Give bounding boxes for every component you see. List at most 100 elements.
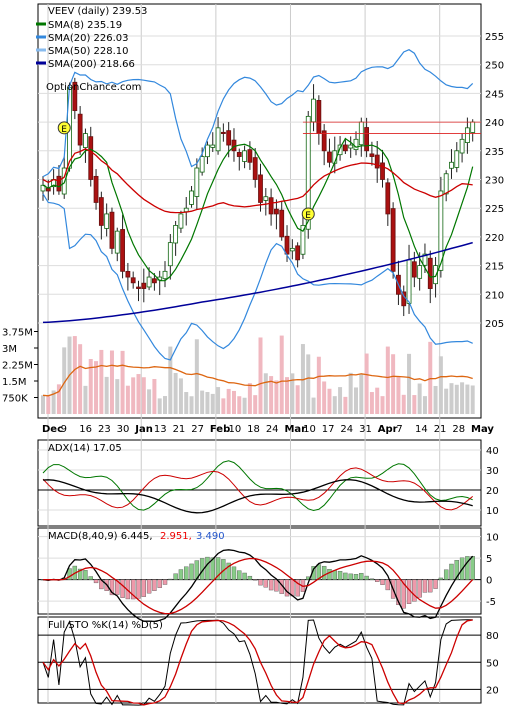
macd-histogram-bar bbox=[242, 572, 247, 580]
macd-histogram-bar bbox=[120, 579, 125, 598]
macd-histogram-bar bbox=[226, 562, 231, 580]
volume-bar bbox=[359, 374, 364, 414]
candle-body bbox=[263, 196, 269, 201]
bollinger-lower-line bbox=[42, 193, 473, 361]
volume-bar bbox=[385, 346, 390, 414]
macd-histogram-bar bbox=[162, 579, 168, 585]
volume-bar bbox=[391, 354, 396, 414]
sma200-line bbox=[42, 241, 473, 324]
date-tick-label: 17 bbox=[322, 424, 335, 435]
macd-histogram-bar bbox=[268, 579, 274, 591]
adx-tick-label: 10 bbox=[486, 506, 499, 517]
volume-bar bbox=[306, 354, 311, 414]
volume-bar bbox=[300, 344, 305, 414]
candle-body bbox=[104, 213, 110, 229]
date-tick-label: 18 bbox=[247, 424, 260, 435]
volume-bar bbox=[115, 379, 120, 414]
volume-bar bbox=[216, 387, 221, 414]
volume-bar bbox=[279, 335, 284, 414]
macd-histogram-bar bbox=[353, 574, 359, 580]
macd-histogram-bar bbox=[295, 579, 300, 597]
volume-bar bbox=[194, 339, 199, 414]
macd-histogram-bar bbox=[332, 570, 337, 580]
volume-bar bbox=[322, 381, 327, 414]
date-tick-label: 30 bbox=[117, 424, 130, 435]
panel-frame-sto bbox=[37, 616, 482, 704]
candle-body bbox=[114, 230, 120, 254]
volume-bar bbox=[72, 336, 77, 414]
candle-body bbox=[141, 282, 147, 289]
volume-bar bbox=[56, 384, 61, 414]
macd-histogram-bar bbox=[178, 569, 184, 580]
macd-histogram-bar bbox=[422, 579, 428, 593]
volume-bar bbox=[168, 346, 173, 414]
volume-bar bbox=[78, 344, 83, 414]
candle-body bbox=[162, 270, 168, 280]
volume-bar bbox=[444, 388, 449, 414]
volume-bar bbox=[269, 376, 274, 414]
volume-bar bbox=[136, 374, 141, 414]
date-tick-label: 14 bbox=[415, 424, 428, 435]
sma8-line bbox=[42, 137, 474, 282]
macd-histogram-bar bbox=[449, 563, 454, 580]
date-tick-label: 27 bbox=[191, 424, 204, 435]
candle-body bbox=[252, 157, 258, 180]
macd-signal-line bbox=[42, 557, 474, 615]
volume-bar bbox=[163, 396, 168, 414]
volume-tick-label: 2.25M bbox=[2, 361, 33, 372]
volume-bar bbox=[327, 388, 332, 414]
volume-bar bbox=[369, 392, 374, 414]
price-tick-label: 240 bbox=[485, 118, 504, 129]
sto-d-line bbox=[42, 619, 473, 706]
date-tick-label: 28 bbox=[452, 424, 465, 435]
adx-tick-label: 30 bbox=[486, 466, 499, 477]
candle-body bbox=[173, 225, 179, 244]
candle-body bbox=[327, 151, 332, 163]
macd-histogram-bar bbox=[428, 579, 433, 593]
candle-body bbox=[125, 270, 131, 278]
volume-bar bbox=[237, 396, 242, 414]
macd-histogram-bar bbox=[141, 579, 146, 597]
volume-bar bbox=[125, 385, 130, 414]
volume-bar bbox=[353, 387, 358, 414]
macd-histogram-bar bbox=[401, 579, 406, 609]
volume-bar bbox=[221, 398, 226, 414]
volume-bar bbox=[131, 377, 136, 414]
volume-bar bbox=[375, 387, 380, 414]
panel-frame-macd bbox=[37, 527, 482, 615]
macd-histogram-bar bbox=[93, 579, 99, 584]
volume-bar bbox=[94, 361, 99, 414]
volume-bar bbox=[364, 353, 369, 414]
sto-tick-label: 20 bbox=[486, 685, 499, 696]
macd-histogram-bar bbox=[115, 579, 120, 595]
candle-body bbox=[438, 190, 444, 271]
candle-body bbox=[279, 209, 285, 238]
candle-body bbox=[348, 144, 354, 149]
macd-histogram-bar bbox=[417, 579, 422, 598]
date-tick-label: Dec bbox=[42, 424, 63, 435]
bollinger-upper-line bbox=[42, 49, 474, 178]
volume-bar bbox=[348, 372, 353, 414]
volume-bar bbox=[253, 395, 258, 414]
macd-histogram-bar bbox=[77, 568, 83, 580]
volume-bar bbox=[231, 390, 236, 414]
macd-histogram-bar bbox=[67, 568, 72, 580]
date-tick-label: 10 bbox=[229, 424, 242, 435]
main-title: VEEV (daily) 239.53 bbox=[48, 6, 147, 17]
candle-body bbox=[470, 121, 476, 133]
date-tick-label: 21 bbox=[173, 424, 186, 435]
candle-body bbox=[215, 127, 221, 152]
candle-body bbox=[364, 127, 369, 152]
date-tick-label: Apr bbox=[378, 424, 398, 435]
candle-body bbox=[146, 276, 152, 288]
volume-bar bbox=[407, 353, 412, 414]
macd-histogram-bar bbox=[88, 576, 93, 580]
volume-bar bbox=[200, 390, 205, 414]
candle-body bbox=[120, 229, 125, 272]
macd-histogram-bar bbox=[284, 579, 290, 597]
volume-bar bbox=[258, 337, 263, 414]
candle-body bbox=[136, 286, 141, 289]
date-tick-label: 31 bbox=[359, 424, 372, 435]
macd-signal-value: 2.951, bbox=[160, 531, 192, 542]
volume-bar bbox=[205, 392, 210, 414]
